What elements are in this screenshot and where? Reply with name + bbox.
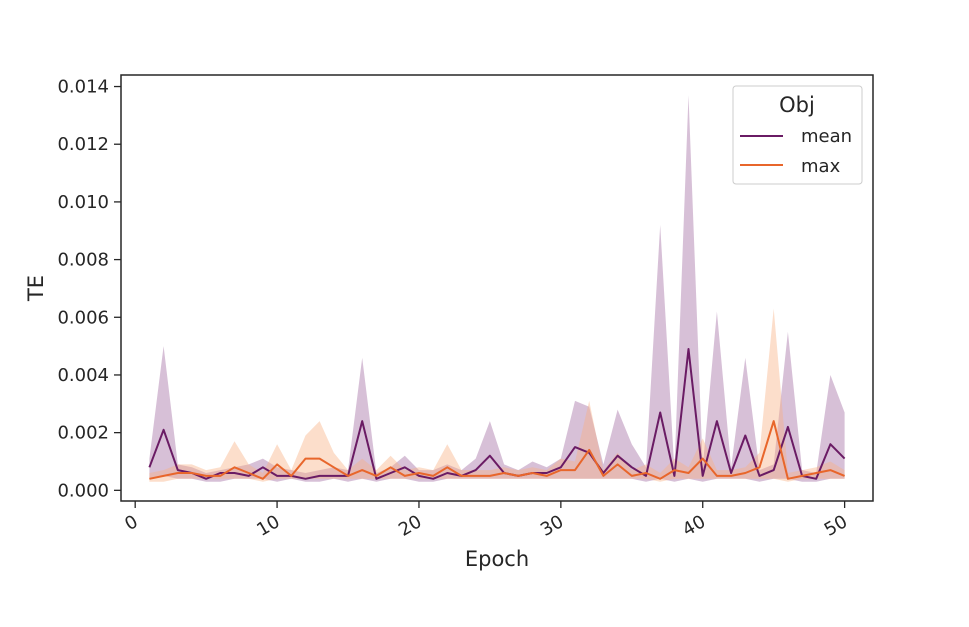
x-tick-label: 40 <box>679 511 709 541</box>
y-tick-label: 0.008 <box>57 250 109 271</box>
legend: Obj mean max <box>732 85 863 185</box>
x-tick-label: 10 <box>253 511 283 541</box>
legend-title: Obj <box>779 93 815 117</box>
series-line-max <box>149 420 845 480</box>
legend-box <box>732 85 863 185</box>
band-max <box>149 308 845 482</box>
series-lines <box>148 348 846 480</box>
confidence-bands <box>149 95 845 482</box>
y-tick-label: 0.000 <box>57 480 109 501</box>
x-axis-ticks: 0 10 20 30 40 50 <box>121 501 851 541</box>
y-axis-ticks: 0.000 0.002 0.004 0.006 0.008 0.010 0.012 0.014 <box>57 77 121 501</box>
y-tick-label: 0.002 <box>57 423 109 444</box>
x-tick-label: 20 <box>395 511 425 541</box>
legend-label-max: max <box>801 156 841 177</box>
y-axis-title: TE <box>24 275 48 302</box>
y-tick-label: 0.006 <box>57 307 109 328</box>
x-tick-label: 0 <box>121 511 141 535</box>
x-tick-label: 30 <box>537 511 567 541</box>
series-line-mean <box>148 348 846 480</box>
y-tick-label: 0.010 <box>57 192 109 213</box>
x-axis-title: Epoch <box>465 547 529 571</box>
y-tick-label: 0.012 <box>57 134 109 155</box>
plot-frame <box>120 74 874 502</box>
x-tick-label: 50 <box>821 511 851 541</box>
legend-label-mean: mean <box>801 126 852 147</box>
y-tick-label: 0.014 <box>57 77 109 98</box>
y-tick-label: 0.004 <box>57 365 109 386</box>
